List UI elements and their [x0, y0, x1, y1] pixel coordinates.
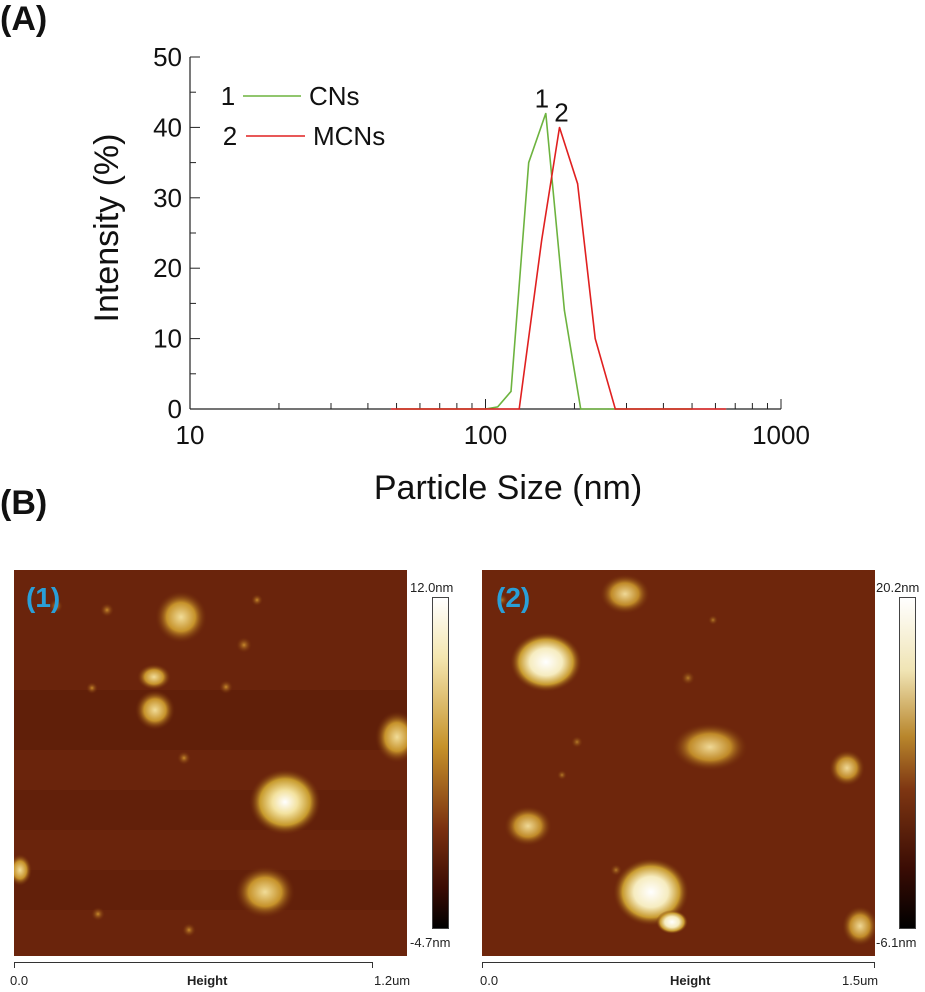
series-line-CNs — [396, 113, 692, 410]
y-tick-label: 30 — [153, 183, 182, 213]
data-point-CNs — [545, 112, 547, 114]
y-tick-label: 20 — [153, 253, 182, 283]
series-line-MCNs — [391, 127, 726, 410]
y-tick-label: 40 — [153, 112, 182, 142]
data-point-MCNs — [614, 408, 616, 410]
afm-image-2: (2) — [482, 570, 875, 956]
afm-1-scale-max: 12.0nm — [410, 580, 454, 595]
afm-image-1-label: (1) — [26, 582, 61, 613]
afm-1-scale-min: -4.7nm — [410, 935, 451, 950]
y-tick-label: 10 — [153, 324, 182, 354]
afm-image-2-label: (2) — [496, 582, 531, 613]
peak-label-1: 1 — [535, 83, 549, 113]
panel-b-label: (B) — [0, 484, 48, 522]
afm-image-2-map — [482, 570, 875, 956]
afm-2-scale-tick — [874, 962, 875, 968]
data-point-MCNs — [558, 126, 561, 128]
afm-1-scale-tick — [14, 962, 15, 968]
legend-number-CNs: 1 — [221, 81, 235, 111]
data-point-CNs — [497, 406, 499, 408]
y-tick-label: 0 — [168, 394, 182, 424]
data-point-MCNs — [645, 408, 647, 410]
afm-1-scale-axis — [14, 962, 372, 963]
data-point-MCNs — [594, 338, 596, 340]
data-point-MCNs — [390, 408, 392, 410]
afm-2-scale-axis — [482, 962, 874, 963]
x-tick-label: 100 — [464, 420, 507, 450]
legend-number-MCNs: 2 — [223, 121, 237, 151]
data-point-MCNs — [577, 183, 579, 185]
legend-label-MCNs: MCNs — [313, 121, 385, 151]
afm-2-scale-min: -6.1nm — [876, 935, 917, 950]
afm-1-color-bar — [432, 597, 449, 929]
afm-2-x-title: Height — [670, 973, 711, 988]
data-point-CNs — [563, 309, 566, 312]
afm-1-x-title: Height — [187, 973, 228, 988]
data-point-CNs — [580, 408, 582, 410]
afm-2-x-end: 1.5um — [842, 973, 879, 988]
panel-a-label: (A) — [0, 0, 48, 38]
chart-legend: 1 CNs 2 MCNs — [221, 81, 385, 151]
peak-label-2: 2 — [554, 97, 568, 127]
afm-1-scale-tick — [372, 962, 373, 968]
x-tick-label: 1000 — [752, 420, 810, 450]
y-axis-label: Intensity (%) — [88, 134, 126, 323]
data-point-CNs — [528, 162, 530, 164]
afm-2-color-bar — [899, 597, 916, 929]
data-point-CNs — [510, 390, 512, 392]
y-tick-label: 50 — [153, 42, 182, 72]
x-axis-label: Particle Size (nm) — [374, 469, 642, 507]
data-point-MCNs — [725, 408, 727, 410]
data-point-MCNs — [518, 408, 520, 410]
x-tick-label: 10 — [176, 420, 205, 450]
afm-2-scale-max: 20.2nm — [876, 580, 920, 595]
data-point-CNs — [607, 408, 609, 410]
legend-label-CNs: CNs — [309, 81, 360, 111]
data-point-MCNs — [541, 239, 543, 241]
afm-2-x-start: 0.0 — [480, 973, 499, 988]
afm-1-x-start: 0.0 — [10, 973, 29, 988]
data-point-MCNs — [484, 408, 487, 410]
afm-image-1: (1) — [14, 570, 407, 956]
afm-image-1-map — [14, 570, 407, 956]
afm-2-scale-tick — [482, 962, 483, 968]
afm-1-x-end: 1.2um — [374, 973, 411, 988]
